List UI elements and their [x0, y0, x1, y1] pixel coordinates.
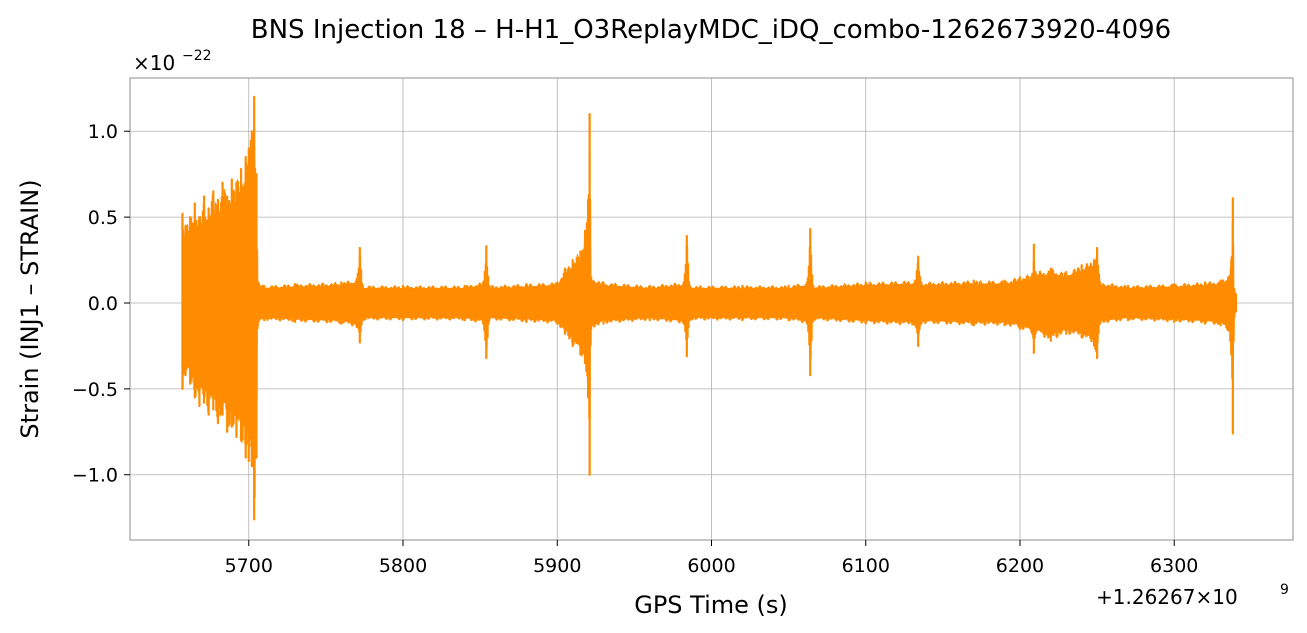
y-axis-label: Strain (INJ1 – STRAIN) [16, 179, 44, 438]
x-offset-label: +1.26267×10 9 [1096, 582, 1289, 609]
tick-layer: 5700 5800 5900 6000 6100 6200 6300 1.0 0.5 0.0 −0.… [72, 121, 1199, 577]
x-axis-label: GPS Time (s) [634, 591, 788, 619]
x-tick-label: 6200 [996, 555, 1044, 577]
chart-title: BNS Injection 18 – H-H1_O3ReplayMDC_iDQ_… [251, 15, 1171, 45]
y-scale-base: ×10 [133, 51, 175, 75]
x-offset-exponent: 9 [1280, 582, 1289, 598]
x-tick-label: 6100 [842, 555, 890, 577]
x-tick-label: 5800 [379, 555, 427, 577]
y-scale-factor: ×10 −22 [133, 48, 212, 75]
y-tick-label: 1.0 [88, 121, 118, 143]
y-tick-label: 0.5 [88, 207, 118, 229]
y-tick-label: −1.0 [72, 465, 118, 487]
x-tick-label: 6300 [1150, 555, 1198, 577]
x-tick-label: 5700 [225, 555, 273, 577]
y-tick-label: 0.0 [88, 293, 118, 315]
series-layer [181, 95, 1238, 521]
y-scale-exponent: −22 [182, 48, 212, 64]
series-line [181, 127, 1237, 509]
y-tick-label: −0.5 [72, 379, 118, 401]
x-tick-label: 6000 [687, 555, 735, 577]
x-tick-label: 5900 [533, 555, 581, 577]
x-offset-base: +1.26267×10 [1096, 585, 1238, 609]
